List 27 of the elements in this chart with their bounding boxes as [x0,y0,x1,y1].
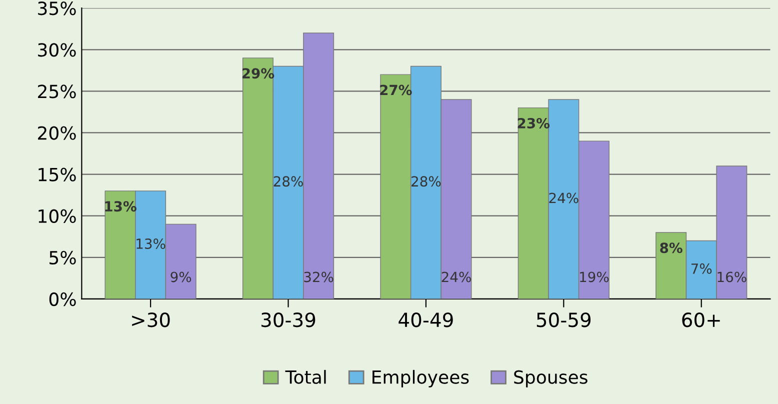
legend-label: Employees [372,370,469,388]
y-tick-label: 0% [49,292,76,306]
data-label: 7% [691,263,712,274]
y-tick-label: 35% [38,2,76,16]
x-tick-label: >30 [132,312,170,328]
data-label: 28% [412,176,441,187]
x-tick-label: 60+ [682,312,720,328]
x-tick-label: 30-39 [261,312,316,328]
y-tick-label: 20% [38,126,76,140]
y-tick-label: 15% [38,168,76,182]
y-tick-label: 5% [50,250,76,265]
data-label: 24% [442,272,471,282]
x-tick-label: 40-49 [398,312,453,328]
legend-label: Spouses [514,370,588,388]
y-tick-label: 25% [38,84,76,98]
data-label: 13% [136,238,166,249]
data-label: 9% [170,272,192,282]
data-label: 24% [549,192,578,204]
data-label: 19% [580,272,609,282]
y-tick-label: 30% [38,43,76,57]
x-tick-label: 50-59 [536,312,591,328]
y-tick-label: 10% [38,209,76,223]
legend-label: Total [285,370,326,384]
data-label: 28% [274,176,303,187]
data-label: 16% [718,272,746,282]
data-label: 32% [304,272,334,282]
data-label: 8% [660,242,682,254]
